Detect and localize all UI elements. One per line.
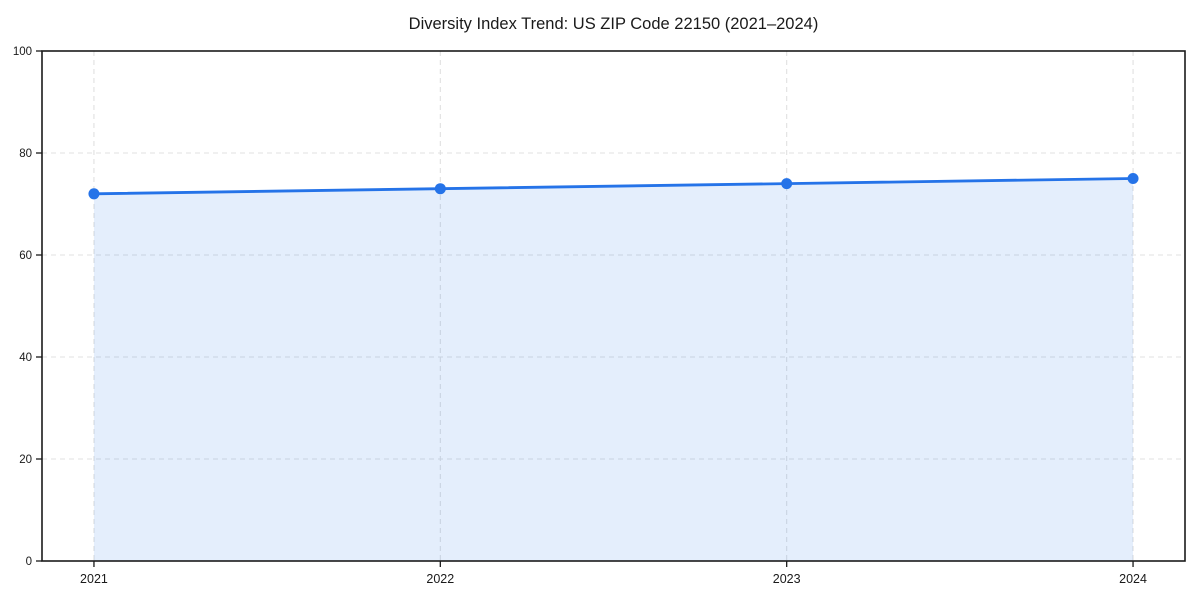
chart-title: Diversity Index Trend: US ZIP Code 22150…	[409, 15, 819, 33]
data-point-2023	[781, 178, 793, 190]
data-points	[88, 173, 1139, 200]
data-point-2022	[434, 183, 446, 195]
y-tick-label-100: 100	[13, 46, 32, 58]
trend-line	[92, 177, 1135, 196]
x-tick-label-2024: 2024	[1119, 572, 1147, 586]
axis-ticks	[36, 50, 1134, 567]
y-tick-label-80: 80	[19, 148, 32, 160]
x-tick-label-2022: 2022	[426, 572, 454, 586]
x-tick-label-2023: 2023	[773, 572, 801, 586]
area-fill	[93, 178, 1134, 561]
y-tick-label-20: 20	[19, 454, 32, 466]
y-tick-label-0: 0	[26, 556, 32, 568]
data-point-2021	[88, 188, 100, 200]
plot-border	[41, 50, 1186, 562]
gridlines	[42, 51, 1185, 561]
y-tick-label-40: 40	[19, 352, 32, 364]
x-tick-label-2021: 2021	[80, 572, 108, 586]
data-point-2024	[1127, 173, 1139, 184]
y-tick-label-60: 60	[19, 250, 32, 262]
